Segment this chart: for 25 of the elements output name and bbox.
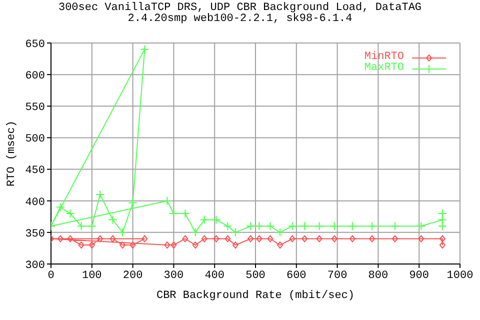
y-tick-label: 350 [25,228,45,240]
y-tick-label: 300 [25,260,45,272]
x-tick-label: 400 [204,270,225,282]
x-tick-label: 300 [164,270,184,282]
x-tick-label: 900 [409,270,430,282]
y-tick-label: 550 [25,102,45,114]
x-tick-label: 0 [48,270,54,282]
legend-label: MinRTO [364,51,404,63]
chart-subtitle: 2.4.20smp web100-2.2.1, sk98-6.1.4 [126,13,354,25]
x-tick-label: 200 [122,270,143,282]
x-tick-label: 800 [368,270,388,282]
x-tick-label: 100 [82,270,102,282]
x-tick-label: 500 [246,270,266,282]
y-tick-label: 600 [25,70,45,82]
y-tick-label: 450 [25,165,45,178]
chart-title: 300sec VanillaTCP DRS, UDP CBR Background Load, DataTAG [57,2,423,14]
x-axis-title: CBR Background Rate (mbit/sec) [156,290,355,302]
x-tick-label: 700 [327,270,348,282]
y-tick-label: 500 [25,134,45,146]
x-tick-label: 600 [286,270,306,282]
y-tick-label: 650 [25,38,45,51]
y-tick-label: 400 [25,196,45,209]
y-axis-title: RTO (msec) [6,120,18,187]
legend-label: MaxRTO [364,62,404,74]
x-tick-label: 1000 [446,270,474,282]
